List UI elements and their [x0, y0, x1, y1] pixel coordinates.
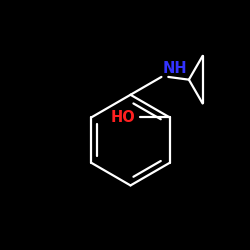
Text: HO: HO	[111, 110, 136, 125]
Text: NH: NH	[163, 60, 188, 76]
